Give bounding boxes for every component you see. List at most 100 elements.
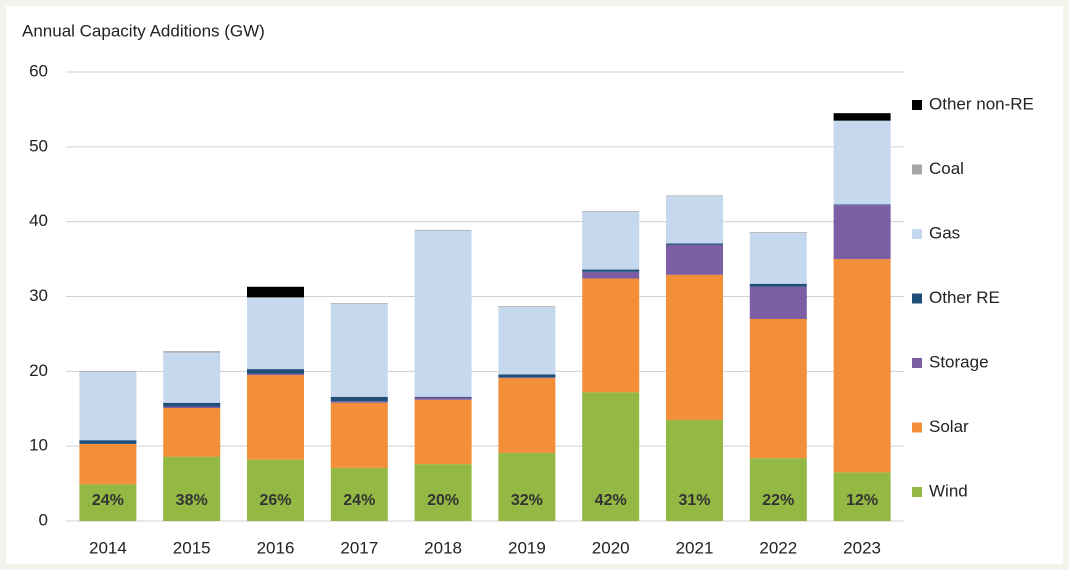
bar-segment — [247, 369, 304, 374]
wind-share-label: 32% — [511, 492, 543, 509]
bar-segment — [414, 229, 472, 231]
wind-share-label: 20% — [427, 492, 459, 509]
legend-label: Other RE — [929, 288, 1000, 307]
bar-segment — [666, 419, 723, 521]
bar-segment — [414, 464, 472, 521]
bar-segment — [414, 396, 472, 398]
y-tick-label: 0 — [39, 510, 48, 529]
bar-segment — [414, 230, 472, 397]
wind-share-label: 42% — [595, 492, 627, 509]
bar-segment — [749, 458, 807, 521]
bar-segment — [833, 113, 891, 121]
bar-segment — [582, 211, 640, 212]
legend-label: Storage — [929, 352, 989, 371]
legend-swatch — [912, 293, 922, 304]
x-tick-label: 2023 — [843, 538, 881, 557]
bar-segment — [330, 396, 388, 402]
legend-label: Gas — [929, 223, 960, 242]
x-tick-label: 2021 — [676, 538, 714, 557]
bar-segment — [582, 211, 640, 270]
wind-share-label: 26% — [259, 492, 291, 509]
legend-label: Coal — [929, 159, 964, 178]
x-tick-label: 2016 — [257, 538, 295, 557]
bar-segment — [666, 274, 723, 420]
y-tick-label: 50 — [29, 136, 48, 155]
bar-segment — [163, 351, 221, 353]
x-tick-label: 2022 — [759, 538, 797, 557]
bar-segment — [414, 399, 472, 465]
bar-segment — [79, 443, 137, 485]
bar-segment — [330, 467, 388, 521]
wind-share-label: 24% — [343, 492, 375, 509]
legend-swatch — [912, 164, 922, 175]
bar-segment — [330, 303, 388, 397]
bar-segment — [79, 440, 137, 444]
bar-segment — [163, 402, 221, 407]
legend-label: Wind — [929, 481, 968, 500]
bar-segment — [79, 371, 137, 373]
x-tick-label: 2018 — [424, 538, 462, 557]
legend-label: Solar — [929, 417, 969, 436]
wind-share-label: 22% — [762, 492, 794, 509]
bar-segment — [163, 406, 221, 409]
bar-segment — [833, 120, 891, 205]
bar-segment — [79, 484, 137, 521]
wind-share-label: 31% — [678, 492, 710, 509]
bar-segment — [749, 283, 807, 287]
bar-segment — [79, 372, 137, 441]
legend-swatch — [912, 422, 922, 433]
x-tick-label: 2017 — [340, 538, 378, 557]
bar-segment — [833, 472, 891, 521]
bar-segment — [163, 352, 221, 403]
bar-segment — [749, 318, 807, 459]
wind-share-label: 24% — [92, 492, 124, 509]
legend-swatch — [912, 229, 922, 239]
bar-segment — [330, 401, 388, 403]
bar-segment — [247, 297, 304, 298]
bar-segment — [498, 374, 556, 378]
bar-segment — [163, 408, 221, 457]
bar-segment — [749, 232, 807, 233]
bar-segment — [498, 377, 556, 379]
bar-segment — [582, 269, 640, 272]
bar-segment — [247, 286, 304, 298]
x-tick-label: 2020 — [592, 538, 630, 557]
x-tick-label: 2015 — [173, 538, 211, 557]
bar-segment — [666, 196, 723, 244]
bar-segment — [498, 452, 556, 521]
x-tick-label: 2019 — [508, 538, 546, 557]
wind-share-label: 38% — [176, 492, 208, 509]
wind-share-label: 12% — [846, 492, 878, 509]
y-tick-label: 20 — [29, 361, 48, 380]
bar-segment — [247, 373, 304, 376]
bar-segment — [330, 303, 388, 304]
y-tick-label: 10 — [29, 436, 48, 455]
bar-segment — [498, 306, 556, 375]
bar-segment — [666, 195, 723, 197]
y-tick-label: 30 — [29, 286, 48, 305]
bar-segment — [582, 271, 640, 279]
chart-title: Annual Capacity Additions (GW) — [22, 21, 265, 40]
bar-segment — [498, 378, 556, 453]
legend-label: Other non-RE — [929, 94, 1034, 113]
bar-segment — [833, 259, 891, 473]
bar-segment — [498, 306, 556, 307]
bar-segment — [247, 459, 304, 521]
x-tick-label: 2014 — [89, 538, 127, 557]
bar-segment — [163, 456, 221, 521]
legend-swatch — [912, 358, 922, 368]
y-tick-label: 60 — [29, 61, 48, 80]
bar-segment — [247, 297, 304, 370]
bar-segment — [749, 286, 807, 319]
legend-swatch — [912, 100, 922, 110]
bar-segment — [666, 243, 723, 245]
bar-segment — [582, 392, 640, 521]
y-tick-label: 40 — [29, 211, 48, 230]
bar-segment — [247, 375, 304, 460]
bar-segment — [833, 205, 891, 260]
bar-segment — [330, 402, 388, 468]
bar-segment — [666, 244, 723, 275]
bar-segment — [414, 397, 472, 400]
